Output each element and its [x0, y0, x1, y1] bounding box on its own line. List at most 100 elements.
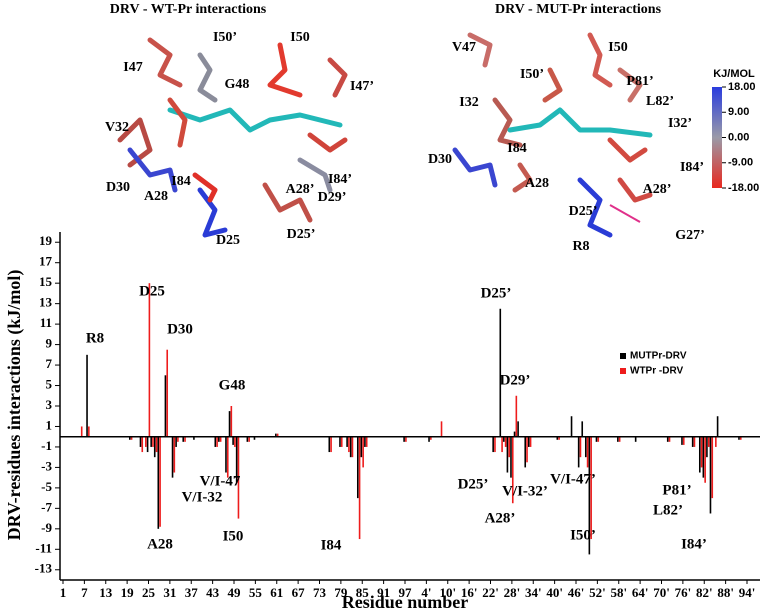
bar: [682, 436, 685, 445]
bar: [184, 436, 186, 442]
legend-swatch: [620, 368, 626, 374]
bar: [173, 436, 176, 473]
mut-structure: [452, 32, 653, 238]
bar: [499, 308, 502, 437]
x-tick-label: 28': [504, 585, 521, 600]
x-tick-label: 91: [377, 585, 390, 600]
bar: [666, 436, 669, 442]
bar: [556, 436, 559, 440]
bar: [159, 436, 161, 527]
bar: [275, 433, 277, 437]
bar: [218, 436, 220, 442]
bar: [219, 436, 222, 442]
bar: [235, 436, 238, 483]
bar: [365, 436, 368, 447]
bar: [360, 436, 363, 458]
bar: [510, 436, 512, 478]
bar: [193, 436, 195, 440]
x-tick-label: 31: [163, 585, 176, 600]
bar: [634, 436, 637, 442]
bar: [517, 421, 519, 437]
y-tick-label: 5: [46, 377, 53, 392]
arrow: [609, 204, 641, 223]
bar: [358, 436, 361, 540]
y-axis-title: DRV-residues interactions (kJ/mol): [4, 270, 25, 541]
bar: [226, 436, 229, 478]
x-tick-label: 22': [482, 585, 499, 600]
bar: [157, 436, 160, 529]
annotation: A28’: [485, 510, 516, 526]
bar: [716, 416, 719, 437]
annotation: D25’: [458, 476, 489, 492]
annotation: I50’: [570, 527, 596, 543]
y-tick-label: 1: [46, 417, 53, 432]
bar: [492, 436, 494, 453]
bar: [128, 436, 131, 440]
y-tick-label: 11: [40, 315, 52, 330]
residue-label: D30: [428, 152, 452, 167]
y-tick-label: 9: [46, 336, 53, 351]
y-tick-label: 19: [39, 233, 53, 248]
bar: [230, 406, 233, 437]
x-tick-label: 76': [675, 585, 692, 600]
annotation: D25’: [481, 285, 512, 301]
wt-structure: [117, 37, 348, 238]
bar: [506, 436, 509, 473]
bar: [704, 436, 706, 483]
residue-label: A28: [525, 176, 549, 191]
y-tick-label: -5: [41, 479, 52, 494]
bar: [711, 436, 714, 499]
bar: [362, 436, 364, 468]
residue-label: I32’: [668, 116, 692, 131]
x-tick-label: 97: [399, 585, 413, 600]
bar: [234, 436, 236, 447]
bar: [150, 436, 152, 447]
bar: [403, 436, 405, 442]
bar: [597, 436, 600, 442]
y-tick-label: -1: [41, 438, 52, 453]
y-tick-label: -3: [41, 458, 52, 473]
residue-label: R8: [572, 239, 589, 254]
x-tick-label: 58': [610, 585, 627, 600]
annotation: V/I-32: [182, 489, 223, 505]
x-tick-label: 10': [439, 585, 456, 600]
annotation: D25: [139, 283, 165, 299]
bar: [152, 436, 154, 447]
x-tick-label: 73: [313, 585, 327, 600]
bar: [524, 436, 527, 468]
annotation: I84’: [681, 536, 707, 552]
x-tick-label: 37: [185, 585, 199, 600]
x-tick-label: 16': [461, 585, 478, 600]
residue-label: V32: [105, 120, 129, 135]
residue-label: I84: [507, 141, 526, 156]
structure-title: DRV - MUT-Pr interactions: [495, 2, 662, 17]
x-tick-label: 85: [356, 585, 370, 600]
bar: [526, 436, 528, 463]
annotation: L82’: [653, 502, 683, 518]
bar: [356, 436, 359, 499]
bar: [216, 436, 218, 447]
annotation: A28: [147, 536, 173, 552]
residue-label: A28: [144, 189, 168, 204]
bar: [346, 436, 348, 447]
bar: [228, 411, 231, 437]
x-tick-label: 13: [99, 585, 113, 600]
residue-label: I84’: [328, 172, 352, 187]
x-tick-label: 70': [653, 585, 670, 600]
annotation: G48: [219, 377, 246, 393]
residue-label: G27’: [675, 228, 705, 243]
residue-label: L82’: [646, 94, 674, 109]
x-tick-label: 67: [292, 585, 306, 600]
colorbar-label: -9.00: [728, 157, 753, 169]
y-tick-label: 7: [46, 356, 53, 371]
residue-label: A28’: [643, 182, 672, 197]
y-tick-label: 17: [39, 254, 53, 269]
colorbar-label: 18.00: [728, 81, 756, 93]
bar: [503, 436, 505, 442]
bar: [232, 436, 234, 445]
residue-label: D25’: [569, 204, 598, 219]
bar: [693, 436, 696, 447]
bar: [681, 436, 683, 445]
x-tick-label: 19: [121, 585, 135, 600]
